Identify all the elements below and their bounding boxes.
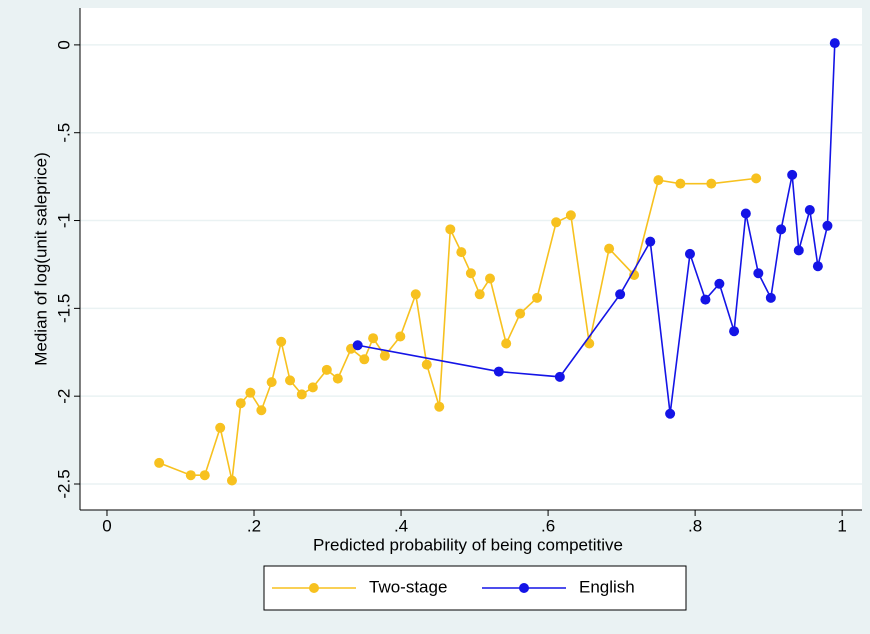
data-point (706, 178, 717, 189)
x-tick-label: .6 (541, 516, 555, 535)
y-axis-label: Median of log(unit saleprice) (31, 152, 50, 366)
data-point (245, 387, 256, 398)
legend-marker (309, 583, 319, 593)
data-point (804, 204, 815, 215)
y-tick-label: -2.5 (54, 469, 73, 498)
data-point (321, 364, 332, 375)
data-point (332, 373, 343, 384)
series-line (357, 43, 836, 414)
data-point (501, 338, 512, 349)
data-point (776, 224, 787, 235)
data-point (729, 326, 740, 337)
data-point (532, 292, 543, 303)
data-point (445, 224, 456, 235)
data-point (653, 175, 664, 186)
data-point (474, 289, 485, 300)
data-point (515, 308, 526, 319)
data-point (352, 340, 363, 351)
data-point (812, 261, 823, 272)
data-point (235, 398, 246, 409)
y-tick-label: -.5 (54, 123, 73, 143)
data-point (615, 289, 626, 300)
data-point (584, 338, 595, 349)
data-point (465, 268, 476, 279)
data-point (199, 470, 210, 481)
legend-label: English (579, 577, 635, 596)
data-point (266, 377, 277, 388)
data-point (434, 401, 445, 412)
legend-marker (519, 583, 529, 593)
data-point (565, 210, 576, 221)
data-point (700, 294, 711, 305)
data-point (551, 217, 562, 228)
data-point (645, 236, 656, 247)
data-point (368, 333, 379, 344)
x-tick-label: .2 (247, 516, 261, 535)
data-point (256, 405, 267, 416)
data-point (684, 248, 695, 259)
y-tick-label: -2 (54, 389, 73, 404)
data-point (379, 350, 390, 361)
data-point (307, 382, 318, 393)
data-point (829, 38, 840, 49)
x-tick-label: .8 (688, 516, 702, 535)
data-point (765, 292, 776, 303)
data-point (665, 408, 676, 419)
data-point (629, 269, 640, 280)
data-point (410, 289, 421, 300)
data-point (740, 208, 751, 219)
x-tick-label: 1 (837, 516, 846, 535)
data-point (753, 268, 764, 279)
x-tick-label: 0 (102, 516, 111, 535)
data-point (359, 354, 370, 365)
data-point (751, 173, 762, 184)
data-point (395, 331, 406, 342)
data-point (276, 336, 287, 347)
data-point (421, 359, 432, 370)
legend-label: Two-stage (369, 577, 447, 596)
data-point (554, 371, 565, 382)
data-point (822, 220, 833, 231)
data-point (215, 422, 226, 433)
y-tick-label: -1.5 (54, 294, 73, 323)
data-point (485, 273, 496, 284)
data-point (714, 278, 725, 289)
data-point (296, 389, 307, 400)
data-point (456, 247, 467, 258)
y-tick-label: -1 (54, 213, 73, 228)
y-tick-label: 0 (54, 40, 73, 49)
data-point (604, 243, 615, 254)
data-point (675, 178, 686, 189)
data-point (226, 475, 237, 486)
plot-area (80, 8, 862, 510)
data-point (285, 375, 296, 386)
data-point (154, 457, 165, 468)
data-point (793, 245, 804, 256)
series-line (158, 177, 757, 481)
x-axis-label: Predicted probability of being competiti… (313, 535, 623, 554)
data-point (787, 169, 798, 180)
data-point (493, 366, 504, 377)
x-tick-label: .4 (394, 516, 408, 535)
data-point (185, 470, 196, 481)
